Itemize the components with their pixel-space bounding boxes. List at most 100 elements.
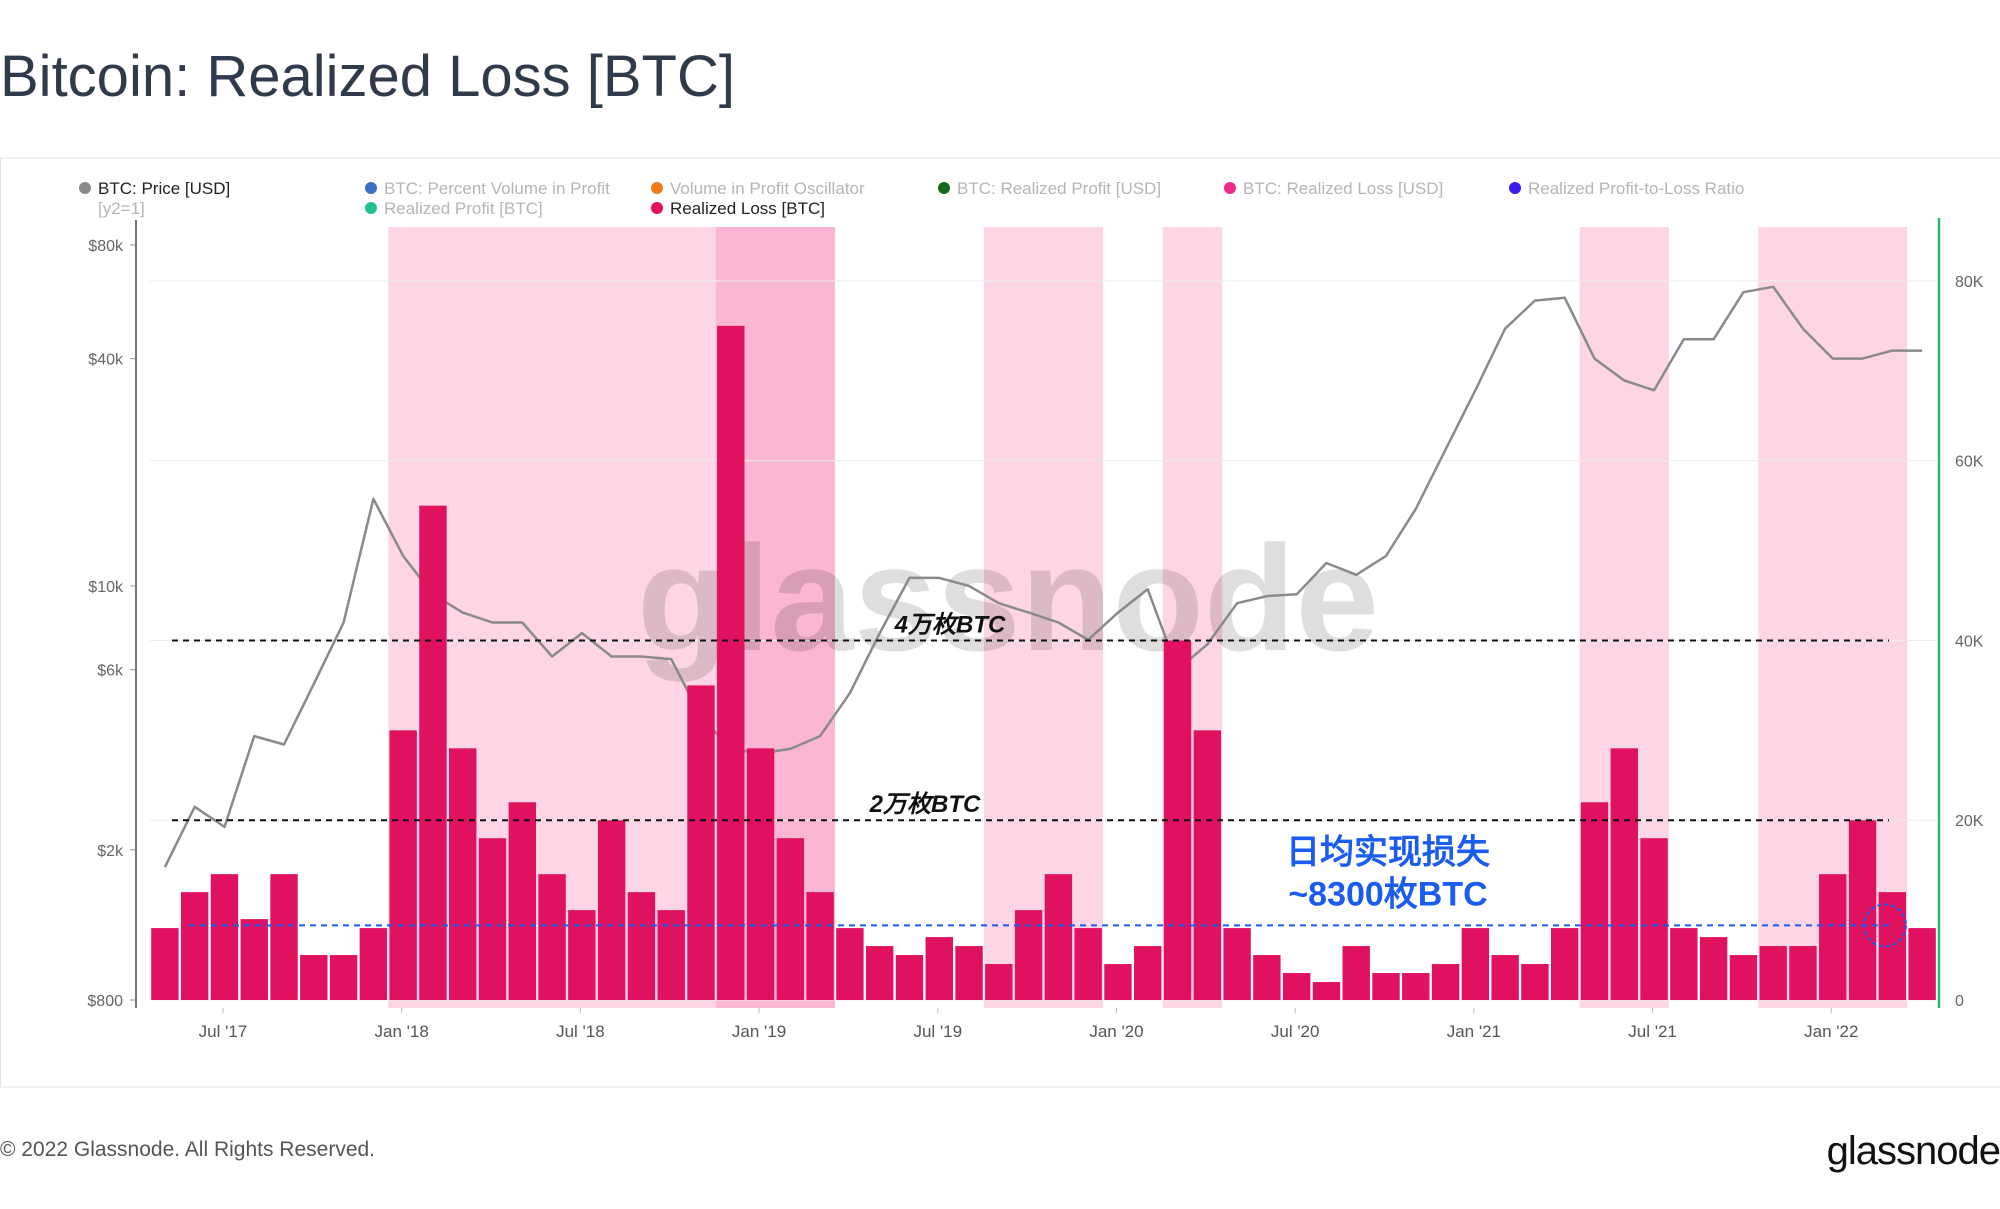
bar (1551, 928, 1578, 1000)
legend-item[interactable]: BTC: Percent Volume in Profit (365, 179, 610, 198)
bar (1253, 955, 1280, 1000)
bar (1194, 730, 1221, 1000)
legend-item[interactable]: BTC: Realized Profit [USD] (938, 179, 1161, 198)
legend-item[interactable]: Realized Loss [BTC] (651, 199, 825, 218)
bar (1134, 946, 1161, 1000)
y2-tick-label: 20K (1955, 813, 1984, 830)
footer: © 2022 Glassnode. All Rights Reserved. (0, 1138, 375, 1161)
x-tick-label: Jan '20 (1089, 1022, 1143, 1041)
logo: glassnode (1827, 1129, 2000, 1173)
bar (509, 802, 536, 1000)
bar (836, 928, 863, 1000)
x-tick-label: Jan '19 (732, 1022, 786, 1041)
bar (1283, 973, 1310, 1000)
legend-item[interactable]: BTC: Price [USD] (79, 179, 230, 198)
bar (1849, 820, 1876, 1000)
x-tick-label: Jan '22 (1804, 1022, 1858, 1041)
legend-item[interactable]: Volume in Profit Oscillator (651, 179, 865, 198)
legend-swatch (1509, 182, 1521, 194)
bar (479, 838, 506, 1000)
watermark: glassnode (637, 514, 1379, 682)
bar (747, 748, 774, 1000)
legend-item[interactable]: Realized Profit [BTC] (365, 199, 543, 218)
annotation: ~8300枚BTC (1288, 875, 1487, 913)
legend-item[interactable]: BTC: Realized Loss [USD] (1224, 179, 1443, 198)
bar (270, 874, 297, 1000)
bar (806, 892, 833, 1000)
annotation: 日均实现损失 (1286, 833, 1491, 871)
bar (658, 910, 685, 1000)
x-tick-label: Jul '18 (556, 1022, 605, 1041)
y-tick-label: $800 (87, 993, 123, 1010)
legend-label: Realized Loss [BTC] (670, 199, 825, 218)
y-tick-label: $10k (88, 579, 124, 596)
bar (1819, 874, 1846, 1000)
legend-swatch (938, 182, 950, 194)
annotation: 2万枚BTC (869, 791, 981, 818)
legend-swatch (1224, 182, 1236, 194)
legend-label: BTC: Realized Profit [USD] (957, 179, 1161, 198)
bar (449, 748, 476, 1000)
legend-swatch (651, 202, 663, 214)
legend-swatch (79, 182, 91, 194)
bar (1372, 973, 1399, 1000)
bar (1700, 937, 1727, 1000)
x-tick-label: Jan '18 (375, 1022, 429, 1041)
y-tick-label: $2k (97, 843, 124, 860)
legend-label: BTC: Percent Volume in Profit (384, 179, 610, 198)
bar (360, 928, 387, 1000)
bar (1491, 955, 1518, 1000)
legend-swatch (365, 202, 377, 214)
y-tick-label: $6k (97, 663, 124, 680)
bar (1223, 928, 1250, 1000)
legend-label: Realized Profit [BTC] (384, 199, 543, 218)
bar (866, 946, 893, 1000)
bar (1759, 946, 1786, 1000)
bar (1432, 964, 1459, 1000)
bar (389, 730, 416, 1000)
bar (598, 820, 625, 1000)
bar (985, 964, 1012, 1000)
bar (896, 955, 923, 1000)
legend-item[interactable]: Realized Profit-to-Loss Ratio (1509, 179, 1744, 198)
y2-tick-label: 60K (1955, 454, 1984, 471)
legend-label: BTC: Price [USD] (98, 179, 230, 198)
x-tick-label: Jul '20 (1271, 1022, 1320, 1041)
y-tick-label: $40k (88, 352, 124, 369)
bar (181, 892, 208, 1000)
bar (151, 928, 178, 1000)
bar (628, 892, 655, 1000)
bar (1789, 946, 1816, 1000)
bar (1581, 802, 1608, 1000)
bar (1343, 946, 1370, 1000)
bar (211, 874, 238, 1000)
bar (1402, 973, 1429, 1000)
bar (1908, 928, 1935, 1000)
x-tick-label: Jul '17 (199, 1022, 248, 1041)
bar (241, 919, 268, 1000)
legend-label: Realized Profit-to-Loss Ratio (1528, 179, 1744, 198)
legend-swatch (651, 182, 663, 194)
bar (687, 685, 714, 1000)
chart-title: Bitcoin: Realized Loss [BTC] (0, 44, 735, 109)
bar (1074, 928, 1101, 1000)
legend-swatch (365, 182, 377, 194)
bar (926, 937, 953, 1000)
bar (538, 874, 565, 1000)
bar (300, 955, 327, 1000)
bar (955, 946, 982, 1000)
bar (777, 838, 804, 1000)
bar (1611, 748, 1638, 1000)
bar (1313, 982, 1340, 1000)
bar (568, 910, 595, 1000)
bar (1015, 910, 1042, 1000)
annotation: 4万枚BTC (894, 611, 1006, 638)
bar (1045, 874, 1072, 1000)
bar (330, 955, 357, 1000)
y2-tick-label: 0 (1955, 993, 1964, 1010)
bar (1670, 928, 1697, 1000)
bar (1104, 964, 1131, 1000)
y-tick-label: $80k (88, 238, 124, 255)
